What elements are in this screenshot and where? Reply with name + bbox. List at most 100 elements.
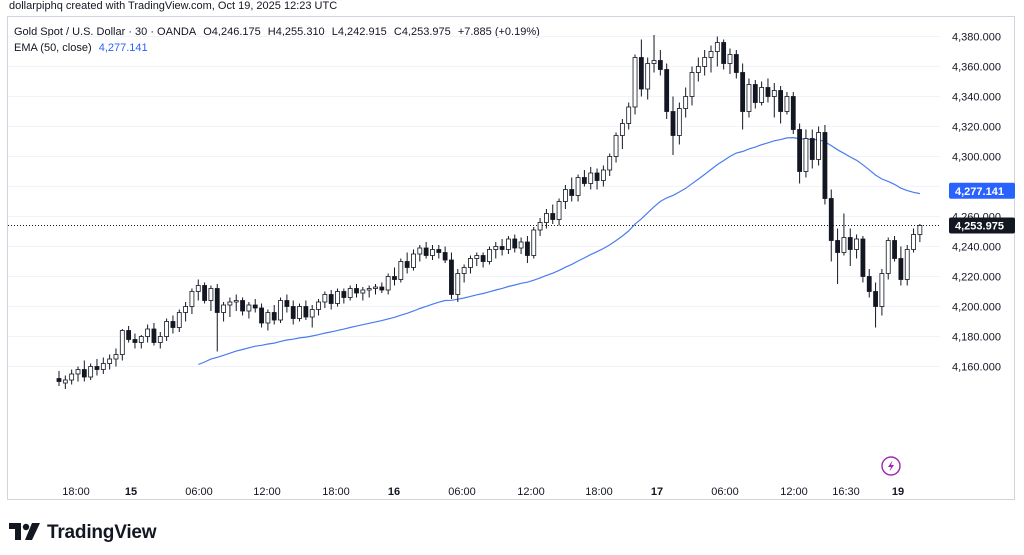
candle xyxy=(183,302,189,322)
candle xyxy=(847,228,853,266)
candle xyxy=(714,36,720,67)
candle xyxy=(328,290,334,310)
candle xyxy=(828,189,834,262)
time-tick-label: 12:00 xyxy=(253,486,281,498)
candle xyxy=(873,282,878,328)
candle xyxy=(69,369,75,385)
candle xyxy=(506,236,511,254)
candle xyxy=(56,371,62,386)
candle xyxy=(461,264,467,283)
candle xyxy=(442,246,448,263)
candle xyxy=(297,303,302,322)
candle xyxy=(911,228,916,253)
candle xyxy=(632,54,638,115)
symbol-legend: Gold Spot / U.S. Dollar · 30 · OANDA O4,… xyxy=(14,26,544,38)
candle xyxy=(227,297,233,317)
candle xyxy=(132,333,138,349)
candle xyxy=(790,92,796,134)
time-tick-label: 12:00 xyxy=(517,486,545,498)
candle xyxy=(569,177,575,202)
price-tick-label: 4,220.000 xyxy=(952,272,1001,284)
candle xyxy=(221,302,226,322)
time-tick-label: 18:00 xyxy=(322,486,350,498)
candle xyxy=(721,39,727,70)
candle xyxy=(866,269,872,298)
candle xyxy=(373,284,378,295)
candle xyxy=(518,237,524,254)
candle xyxy=(208,285,214,311)
candle xyxy=(600,165,606,187)
candle xyxy=(404,252,410,274)
candle xyxy=(240,297,245,316)
time-tick-label: 18:00 xyxy=(585,486,613,498)
candle xyxy=(252,299,258,313)
candle xyxy=(360,287,366,301)
candle xyxy=(145,324,151,343)
candle xyxy=(335,288,340,307)
price-tick-label: 4,180.000 xyxy=(952,332,1001,344)
candle xyxy=(759,81,765,106)
time-tick-label: 06:00 xyxy=(185,486,213,498)
time-axis: 18:00 15 06:00 12:00 18:00 16 06:00 12:00 18:00 1… xyxy=(62,486,904,498)
candle xyxy=(487,246,492,265)
candle xyxy=(657,50,663,76)
candle xyxy=(860,236,866,283)
candle xyxy=(126,326,132,343)
ema-value: 4,277.141 xyxy=(98,42,148,54)
ema-label[interactable]: EMA (50, close) xyxy=(14,42,92,54)
candle xyxy=(449,252,454,299)
symbol-title[interactable]: Gold Spot / U.S. Dollar · 30 · OANDA xyxy=(14,26,197,38)
ohlc-change: +7.885 (+0.19%) xyxy=(457,26,540,38)
candle xyxy=(645,57,651,100)
flash-icon[interactable] xyxy=(881,456,901,476)
candle xyxy=(62,375,68,389)
candle xyxy=(455,269,461,302)
candle xyxy=(436,245,442,259)
candle xyxy=(563,185,568,209)
candle xyxy=(683,87,689,118)
candle xyxy=(493,242,499,259)
candle xyxy=(157,332,163,349)
candle xyxy=(164,318,170,341)
candle xyxy=(841,213,847,256)
candle xyxy=(664,63,670,119)
ohlc-high: H4,255.310 xyxy=(267,26,325,38)
candle xyxy=(835,228,840,284)
candle xyxy=(778,86,784,124)
candle xyxy=(651,35,657,73)
chart-grid xyxy=(8,36,940,367)
candle xyxy=(512,234,518,253)
price-tick-label: 4,240.000 xyxy=(952,242,1001,254)
candle xyxy=(113,348,119,367)
candle xyxy=(765,78,771,103)
candle xyxy=(202,282,207,304)
candle xyxy=(385,273,391,295)
candle xyxy=(94,359,100,376)
candle xyxy=(430,245,435,260)
candle xyxy=(341,288,347,304)
candle xyxy=(892,236,897,262)
candle xyxy=(917,224,923,242)
candle xyxy=(366,285,372,298)
candle xyxy=(638,39,644,97)
candle xyxy=(100,357,106,374)
candle xyxy=(189,288,195,314)
candle xyxy=(771,83,777,118)
candle xyxy=(354,284,359,298)
candle xyxy=(594,168,600,190)
candle xyxy=(474,252,480,266)
candle xyxy=(695,57,701,82)
candle xyxy=(316,299,321,316)
candle xyxy=(284,294,290,313)
ema-price-badge-label: 4,277.141 xyxy=(955,186,1004,198)
candle xyxy=(499,239,505,256)
candle xyxy=(809,129,815,169)
candle xyxy=(904,245,910,286)
candle xyxy=(626,102,632,130)
candle xyxy=(670,96,676,155)
candle xyxy=(879,269,885,316)
candle xyxy=(727,48,733,74)
candle xyxy=(733,50,739,79)
candle xyxy=(347,285,353,301)
